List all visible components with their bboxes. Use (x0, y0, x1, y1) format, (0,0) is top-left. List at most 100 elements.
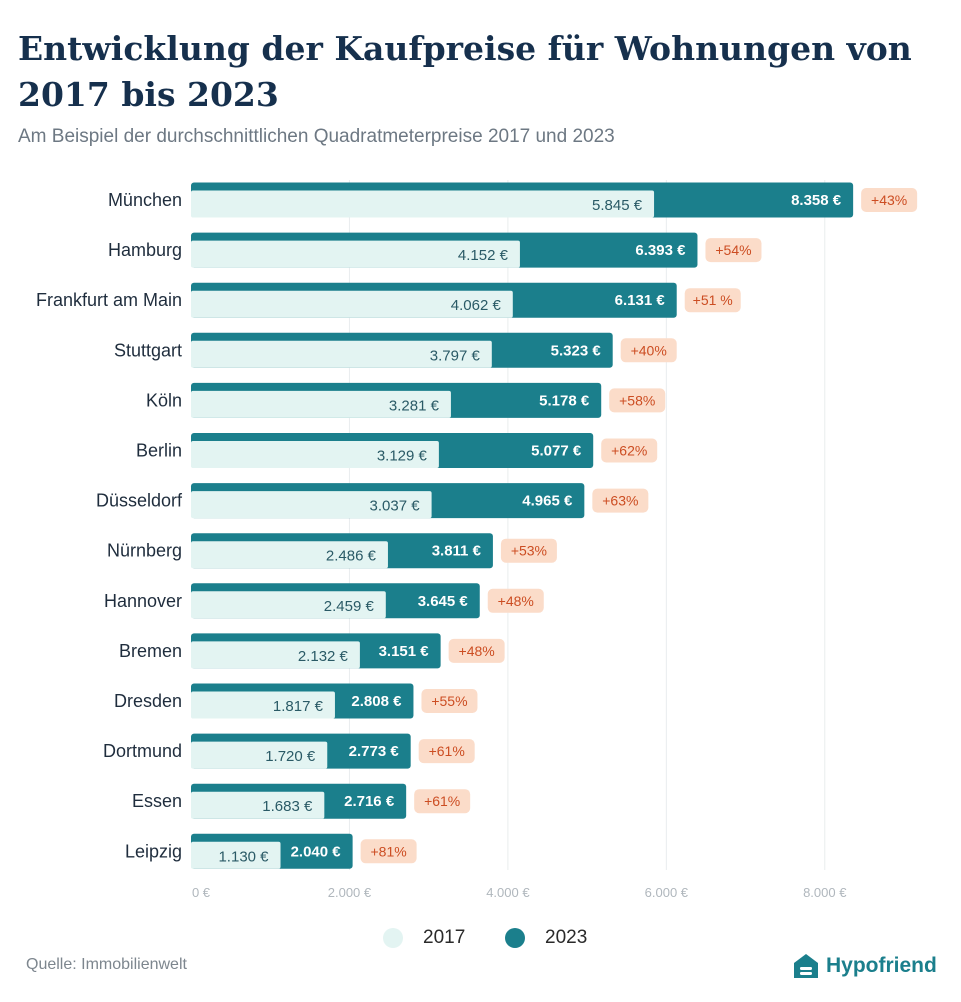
bar-2017 (191, 691, 335, 719)
legend-item-2023: 2023 (505, 924, 587, 952)
category-label: Stuttgart (114, 340, 182, 360)
change-label: +81% (371, 843, 407, 859)
change-badge (861, 188, 918, 212)
change-label: +40% (631, 342, 667, 358)
bar-2017 (191, 791, 325, 819)
legend-label-2023: 2023 (545, 927, 588, 948)
bar-2017 (191, 741, 328, 769)
change-label: +48% (498, 593, 534, 609)
change-label: +55% (431, 693, 467, 709)
x-tick-label: 8.000 € (803, 885, 847, 900)
change-badge (705, 238, 762, 263)
value-label-2017: 2.459 € (324, 598, 375, 615)
source-note: Quelle: Immobilienwelt (26, 956, 187, 973)
bar-2017 (191, 641, 360, 669)
change-badge (418, 739, 475, 764)
legend-label-2017: 2017 (423, 927, 466, 948)
value-label-2017: 4.062 € (451, 297, 502, 314)
change-badge (448, 638, 505, 663)
legend-swatch-2023 (505, 928, 525, 948)
bar-2017 (191, 190, 655, 218)
value-label-2017: 3.037 € (370, 498, 421, 515)
value-label-2017: 1.130 € (218, 848, 269, 865)
category-label: Bremen (119, 641, 182, 661)
change-label: +48% (459, 643, 495, 659)
chart-title: Entwicklung der Kaufpreise für Wohnungen… (18, 29, 912, 114)
value-label-2023: 5.077 € (531, 443, 582, 460)
change-badge (609, 388, 666, 413)
x-tick-label: 2.000 € (328, 885, 372, 900)
value-label-2017: 3.281 € (389, 397, 440, 414)
change-label: +58% (619, 392, 655, 408)
change-label: +61% (424, 793, 460, 809)
change-badge (421, 689, 478, 713)
category-label: Dresden (114, 691, 182, 711)
brand-name: Hypofriend (826, 954, 937, 977)
change-badge (620, 338, 677, 363)
value-label-2023: 5.178 € (539, 392, 590, 409)
change-label: +51 % (693, 292, 733, 308)
category-label: Essen (132, 791, 182, 811)
value-label-2017: 4.152 € (458, 247, 509, 264)
value-label-2023: 3.151 € (379, 643, 430, 660)
change-label: +54% (715, 242, 751, 258)
value-label-2023: 4.965 € (522, 493, 573, 510)
value-label-2023: 8.358 € (791, 192, 842, 209)
category-label: Düsseldorf (96, 491, 183, 511)
category-label: Hamburg (108, 240, 182, 260)
value-label-2023: 2.040 € (291, 843, 342, 860)
change-badge (487, 588, 544, 613)
category-label: Nürnberg (107, 541, 182, 561)
change-label: +43% (871, 192, 907, 208)
category-label: Dortmund (103, 741, 182, 761)
legend-swatch-2017 (383, 928, 403, 948)
value-label-2017: 2.132 € (298, 648, 349, 665)
category-label: Hannover (104, 591, 182, 611)
change-badge (360, 839, 417, 864)
category-label: Berlin (136, 441, 182, 461)
chart-subtitle: Am Beispiel der durchschnittlichen Quadr… (18, 126, 615, 147)
x-tick-label: 4.000 € (486, 885, 530, 900)
value-label-2017: 3.129 € (377, 448, 428, 465)
brand-logo: Hypofriend (792, 952, 937, 980)
value-label-2023: 2.716 € (344, 793, 395, 810)
change-badge (500, 538, 557, 563)
legend-item-2017: 2017 (383, 924, 465, 952)
house-icon (794, 954, 818, 978)
change-label: +62% (611, 443, 647, 459)
category-label: München (108, 190, 182, 210)
bar-2017 (191, 491, 432, 519)
bar-2017 (191, 390, 451, 418)
bar-2017 (191, 841, 281, 869)
category-label: Frankfurt am Main (36, 290, 182, 310)
category-label: Köln (146, 390, 182, 410)
value-label-2023: 3.645 € (418, 593, 469, 610)
bar-chart: 0 € 2.000 € 4.000 € 6.000 € 8.000 € München 8.… (36, 180, 918, 900)
change-badge (684, 288, 741, 313)
bar-2017 (191, 441, 439, 468)
change-label: +61% (429, 743, 465, 759)
value-label-2023: 6.393 € (635, 242, 686, 259)
change-label: +53% (511, 543, 547, 559)
value-label-2017: 1.817 € (273, 698, 324, 715)
change-label: +63% (602, 493, 638, 509)
legend: 2017 2023 (0, 924, 961, 952)
bar-2017 (191, 290, 513, 318)
bar-2017 (191, 240, 520, 268)
value-label-2023: 2.773 € (349, 743, 400, 760)
bar-2017 (191, 591, 386, 619)
value-label-2017: 5.845 € (592, 197, 643, 214)
bar-2017 (191, 340, 492, 368)
change-badge (601, 438, 658, 463)
x-tick-label: 0 € (192, 885, 211, 900)
category-label: Leipzig (125, 841, 182, 861)
bar-2017 (191, 541, 388, 569)
x-tick-label: 6.000 € (645, 885, 689, 900)
value-label-2017: 1.720 € (265, 748, 316, 765)
value-label-2023: 5.323 € (551, 342, 602, 359)
change-badge (414, 789, 471, 814)
value-label-2017: 2.486 € (326, 548, 377, 565)
change-badge (592, 488, 649, 513)
value-label-2023: 2.808 € (351, 693, 402, 710)
value-label-2017: 3.797 € (430, 347, 481, 364)
